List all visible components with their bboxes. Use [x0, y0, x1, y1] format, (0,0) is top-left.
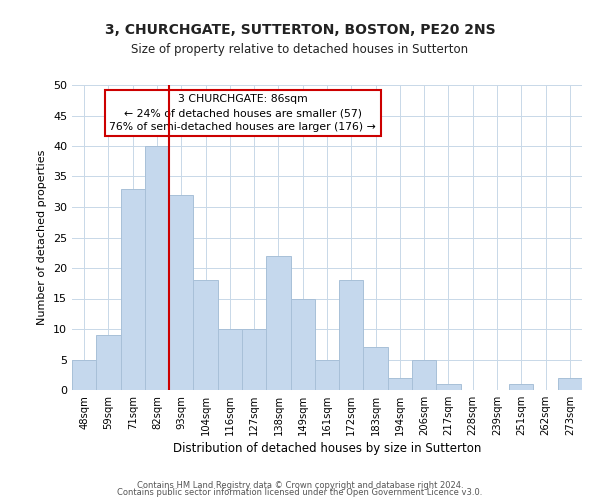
Bar: [364, 348, 388, 390]
Bar: [242, 329, 266, 390]
Bar: [412, 360, 436, 390]
Bar: [121, 188, 145, 390]
Bar: [339, 280, 364, 390]
Bar: [218, 329, 242, 390]
Text: Size of property relative to detached houses in Sutterton: Size of property relative to detached ho…: [131, 42, 469, 56]
Bar: [436, 384, 461, 390]
Bar: [290, 298, 315, 390]
Bar: [169, 195, 193, 390]
Bar: [145, 146, 169, 390]
Y-axis label: Number of detached properties: Number of detached properties: [37, 150, 47, 325]
Text: Contains public sector information licensed under the Open Government Licence v3: Contains public sector information licen…: [118, 488, 482, 497]
Text: Contains HM Land Registry data © Crown copyright and database right 2024.: Contains HM Land Registry data © Crown c…: [137, 480, 463, 490]
Bar: [509, 384, 533, 390]
Text: 3 CHURCHGATE: 86sqm
← 24% of detached houses are smaller (57)
76% of semi-detach: 3 CHURCHGATE: 86sqm ← 24% of detached ho…: [109, 94, 376, 132]
Text: 3, CHURCHGATE, SUTTERTON, BOSTON, PE20 2NS: 3, CHURCHGATE, SUTTERTON, BOSTON, PE20 2…: [104, 22, 496, 36]
Bar: [558, 378, 582, 390]
Bar: [266, 256, 290, 390]
X-axis label: Distribution of detached houses by size in Sutterton: Distribution of detached houses by size …: [173, 442, 481, 455]
Bar: [72, 360, 96, 390]
Bar: [193, 280, 218, 390]
Bar: [315, 360, 339, 390]
Bar: [96, 335, 121, 390]
Bar: [388, 378, 412, 390]
